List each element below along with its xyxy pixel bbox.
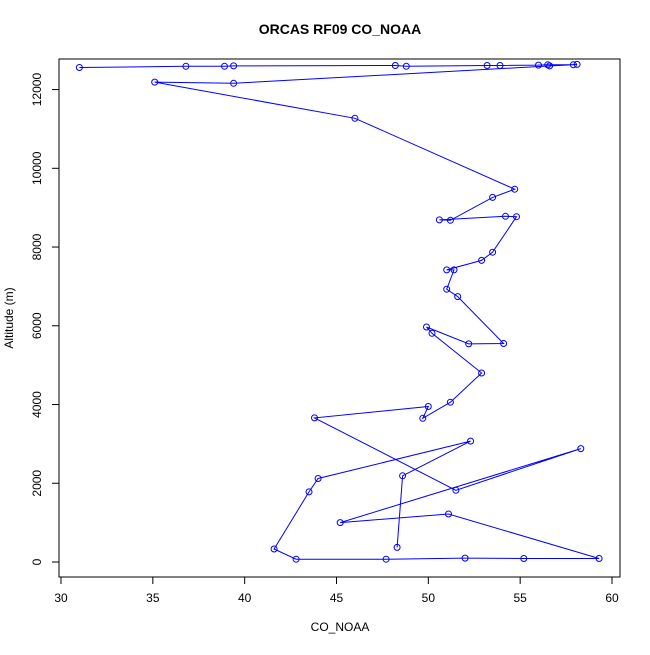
data-point [483, 62, 491, 69]
y-tick-label: 4000 [30, 391, 44, 418]
data-point [489, 193, 497, 201]
data-point [402, 62, 410, 70]
data-point [461, 554, 469, 562]
data-point [230, 62, 238, 70]
data-point [511, 185, 519, 193]
data-point [423, 323, 430, 331]
data-point [496, 62, 504, 69]
data-point [305, 488, 313, 496]
y-tick-label: 0 [30, 558, 44, 565]
x-axis: 30 35 40 45 50 55 60 [54, 576, 619, 605]
data-point [478, 369, 486, 377]
data-point [450, 266, 458, 274]
data-point [75, 64, 83, 71]
plot-frame [58, 58, 621, 578]
chart-title: ORCAS RF09 CO_NOAA [259, 21, 422, 37]
data-point [435, 216, 443, 224]
y-tick-label: 2000 [30, 470, 44, 497]
data-point [489, 248, 497, 256]
x-tick-label: 60 [605, 591, 619, 605]
data-point [502, 212, 509, 220]
series-layer [75, 60, 603, 563]
data-point [573, 60, 581, 68]
data-point [314, 475, 322, 482]
data-point [443, 285, 451, 293]
x-axis-label: CO_NOAA [311, 620, 370, 634]
data-point [270, 545, 278, 553]
data-point [452, 486, 460, 494]
data-point [424, 403, 432, 410]
x-tick-label: 40 [238, 591, 252, 605]
data-point [446, 398, 454, 406]
x-tick-label: 50 [422, 591, 436, 605]
data-point [336, 519, 344, 527]
series-line [79, 63, 600, 560]
y-axis-label: Altitude (m) [2, 287, 16, 348]
data-point [351, 114, 359, 122]
data-point [546, 62, 554, 70]
data-point [311, 414, 318, 422]
data-point [513, 213, 520, 221]
y-tick-label: 8000 [30, 233, 44, 260]
data-point [454, 293, 462, 301]
data-point [230, 79, 238, 87]
data-point [292, 555, 300, 563]
data-point [535, 61, 542, 69]
data-point [569, 61, 577, 69]
data-point [465, 340, 473, 348]
data-point [445, 510, 452, 518]
data-point [399, 472, 407, 480]
data-point [467, 437, 475, 445]
data-point [151, 78, 159, 86]
data-point [382, 555, 390, 563]
data-point [182, 62, 190, 70]
data-point [478, 256, 486, 264]
data-point [221, 62, 228, 70]
y-tick-label: 10000 [30, 151, 44, 185]
data-point [520, 555, 528, 562]
x-tick-label: 35 [146, 591, 160, 605]
x-tick-label: 55 [513, 591, 527, 605]
data-point [419, 414, 427, 422]
x-tick-label: 45 [330, 591, 344, 605]
data-point [391, 62, 399, 69]
data-point [446, 216, 454, 224]
data-point [577, 445, 585, 453]
data-point [393, 543, 401, 551]
x-tick-label: 30 [54, 591, 68, 605]
y-axis: 0 2000 4000 6000 8000 10000 12000 [30, 73, 60, 565]
data-point [500, 340, 508, 347]
data-point [428, 329, 436, 337]
data-point [595, 555, 603, 562]
data-point [443, 266, 451, 274]
y-tick-label: 6000 [30, 312, 44, 339]
y-tick-label: 12000 [30, 73, 44, 107]
